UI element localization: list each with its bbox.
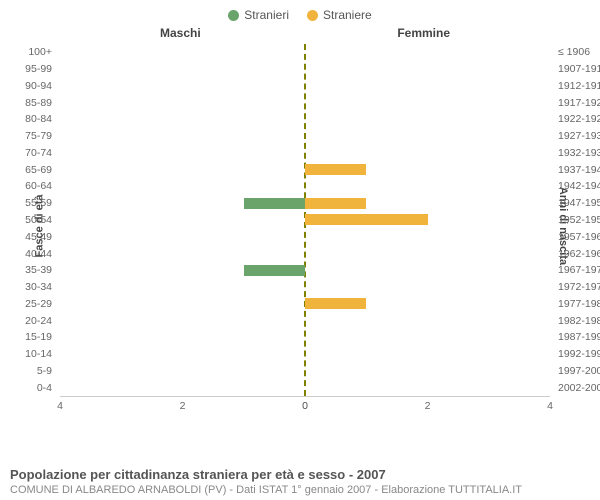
pyramid-row: 5-91997-2001 <box>60 362 550 379</box>
half-title-male: Maschi <box>160 26 201 40</box>
age-label: 20-24 <box>25 315 52 327</box>
bar-female <box>305 298 366 309</box>
age-label: 70-74 <box>25 147 52 159</box>
age-label: 95-99 <box>25 63 52 75</box>
age-label: 40-44 <box>25 248 52 260</box>
x-tick: 4 <box>57 400 63 412</box>
half-title-female: Femmine <box>397 26 450 40</box>
year-label: 1997-2001 <box>558 365 600 377</box>
chart-subtitle: COMUNE DI ALBAREDO ARNABOLDI (PV) - Dati… <box>10 484 522 496</box>
age-label: 100+ <box>28 46 52 58</box>
pyramid-row: 0-42002-2006 <box>60 379 550 396</box>
x-axis: 420024 <box>60 396 550 417</box>
bar-female <box>305 214 428 225</box>
pyramid-row: 95-991907-1911 <box>60 61 550 78</box>
age-label: 30-34 <box>25 281 52 293</box>
year-label: 1957-1961 <box>558 231 600 243</box>
year-label: 1942-1946 <box>558 180 600 192</box>
pyramid-row: 40-441962-1966 <box>60 245 550 262</box>
chart-title: Popolazione per cittadinanza straniera p… <box>10 467 522 482</box>
pyramid-row: 80-841922-1926 <box>60 111 550 128</box>
age-label: 90-94 <box>25 80 52 92</box>
x-tick: 4 <box>547 400 553 412</box>
year-label: 1952-1956 <box>558 214 600 226</box>
pyramid-row: 30-341972-1976 <box>60 279 550 296</box>
age-label: 10-14 <box>25 348 52 360</box>
year-label: 1992-1996 <box>558 348 600 360</box>
x-tick: 0 <box>302 400 308 412</box>
pyramid-row: 45-491957-1961 <box>60 228 550 245</box>
age-label: 60-64 <box>25 180 52 192</box>
year-label: 1982-1986 <box>558 315 600 327</box>
legend: Stranieri Straniere <box>0 0 600 22</box>
age-label: 55-59 <box>25 197 52 209</box>
year-label: 1967-1971 <box>558 264 600 276</box>
year-label: 1912-1916 <box>558 80 600 92</box>
pyramid-row: 10-141992-1996 <box>60 346 550 363</box>
age-label: 50-54 <box>25 214 52 226</box>
year-label: 1927-1931 <box>558 130 600 142</box>
age-label: 65-69 <box>25 164 52 176</box>
swatch-male <box>228 10 239 21</box>
pyramid-row: 25-291977-1981 <box>60 295 550 312</box>
bar-male <box>244 265 305 276</box>
pyramid-row: 90-941912-1916 <box>60 78 550 95</box>
age-label: 15-19 <box>25 331 52 343</box>
year-label: 1922-1926 <box>558 113 600 125</box>
year-label: 1907-1911 <box>558 63 600 75</box>
legend-label-female: Straniere <box>323 8 372 22</box>
pyramid-row: 70-741932-1936 <box>60 145 550 162</box>
pyramid-row: 50-541952-1956 <box>60 212 550 229</box>
age-label: 35-39 <box>25 264 52 276</box>
bar-female <box>305 164 366 175</box>
year-label: 1977-1981 <box>558 298 600 310</box>
pyramid-row: 75-791927-1931 <box>60 128 550 145</box>
pyramid-row: 55-591947-1951 <box>60 195 550 212</box>
age-label: 25-29 <box>25 298 52 310</box>
year-label: 1937-1941 <box>558 164 600 176</box>
year-label: ≤ 1906 <box>558 46 590 58</box>
age-label: 85-89 <box>25 97 52 109</box>
chart: Maschi Femmine Fasce di età Anni di nasc… <box>60 26 550 426</box>
x-tick: 2 <box>425 400 431 412</box>
plot-area: 100+≤ 190695-991907-191190-941912-191685… <box>60 44 550 396</box>
pyramid-row: 65-691937-1941 <box>60 161 550 178</box>
year-label: 1917-1921 <box>558 97 600 109</box>
pyramid-row: 35-391967-1971 <box>60 262 550 279</box>
footer: Popolazione per cittadinanza straniera p… <box>10 467 522 496</box>
legend-label-male: Stranieri <box>244 8 289 22</box>
year-label: 1987-1991 <box>558 331 600 343</box>
age-label: 75-79 <box>25 130 52 142</box>
swatch-female <box>307 10 318 21</box>
pyramid-row: 85-891917-1921 <box>60 94 550 111</box>
pyramid-row: 100+≤ 1906 <box>60 44 550 61</box>
age-label: 5-9 <box>37 365 52 377</box>
age-label: 0-4 <box>37 382 52 394</box>
year-label: 1972-1976 <box>558 281 600 293</box>
bar-male <box>244 198 305 209</box>
pyramid-row: 15-191987-1991 <box>60 329 550 346</box>
age-label: 45-49 <box>25 231 52 243</box>
pyramid-row: 60-641942-1946 <box>60 178 550 195</box>
legend-item-female: Straniere <box>307 8 372 22</box>
pyramid-row: 20-241982-1986 <box>60 312 550 329</box>
legend-item-male: Stranieri <box>228 8 289 22</box>
x-tick: 2 <box>180 400 186 412</box>
year-label: 1932-1936 <box>558 147 600 159</box>
age-label: 80-84 <box>25 113 52 125</box>
bar-female <box>305 198 366 209</box>
year-label: 1947-1951 <box>558 197 600 209</box>
year-label: 2002-2006 <box>558 382 600 394</box>
year-label: 1962-1966 <box>558 248 600 260</box>
